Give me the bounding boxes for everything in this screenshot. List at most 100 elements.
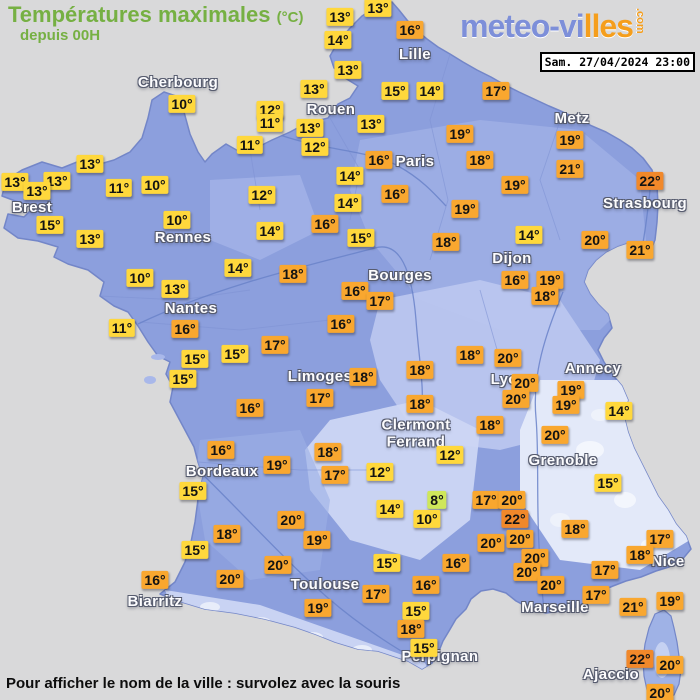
temp-badge[interactable]: 10° bbox=[126, 268, 154, 288]
temp-badge[interactable]: 20° bbox=[656, 655, 684, 675]
temp-badge[interactable]: 16° bbox=[396, 20, 424, 40]
temp-badge[interactable]: 19° bbox=[303, 530, 331, 550]
temp-badge[interactable]: 14° bbox=[324, 30, 352, 50]
temp-badge[interactable]: 22° bbox=[626, 649, 654, 669]
temp-badge[interactable]: 18° bbox=[561, 519, 589, 539]
temp-badge[interactable]: 20° bbox=[513, 562, 541, 582]
temp-badge[interactable]: 18° bbox=[432, 232, 460, 252]
temp-badge[interactable]: 12° bbox=[366, 462, 394, 482]
temp-badge[interactable]: 10° bbox=[413, 509, 441, 529]
temp-badge[interactable]: 15° bbox=[181, 540, 209, 560]
temp-badge[interactable]: 16° bbox=[171, 319, 199, 339]
temp-badge[interactable]: 17° bbox=[646, 529, 674, 549]
temp-badge[interactable]: 19° bbox=[263, 455, 291, 475]
temp-badge[interactable]: 14° bbox=[256, 221, 284, 241]
temp-badge[interactable]: 20° bbox=[494, 348, 522, 368]
temp-badge[interactable]: 15° bbox=[381, 81, 409, 101]
temp-badge[interactable]: 16° bbox=[381, 184, 409, 204]
temp-badge[interactable]: 17° bbox=[321, 465, 349, 485]
temp-badge[interactable]: 19° bbox=[446, 124, 474, 144]
temp-badge[interactable]: 20° bbox=[502, 389, 530, 409]
temp-badge[interactable]: 11° bbox=[105, 178, 133, 198]
temp-badge[interactable]: 16° bbox=[311, 214, 339, 234]
temp-badge[interactable]: 13° bbox=[76, 154, 104, 174]
temp-badge[interactable]: 19° bbox=[557, 380, 585, 400]
temp-badge[interactable]: 14° bbox=[416, 81, 444, 101]
temp-badge[interactable]: 15° bbox=[402, 601, 430, 621]
temp-badge[interactable]: 12° bbox=[301, 137, 329, 157]
temp-badge[interactable]: 14° bbox=[336, 166, 364, 186]
temp-badge[interactable]: 15° bbox=[221, 344, 249, 364]
temp-badge[interactable]: 22° bbox=[636, 171, 664, 191]
temp-badge[interactable]: 11° bbox=[236, 135, 264, 155]
temp-badge[interactable]: 15° bbox=[594, 473, 622, 493]
temp-badge[interactable]: 20° bbox=[541, 425, 569, 445]
temp-badge[interactable]: 17° bbox=[306, 388, 334, 408]
temp-badge[interactable]: 19° bbox=[501, 175, 529, 195]
temp-badge[interactable]: 16° bbox=[341, 281, 369, 301]
temp-badge[interactable]: 18° bbox=[626, 545, 654, 565]
temp-badge[interactable]: 19° bbox=[304, 598, 332, 618]
temp-badge[interactable]: 15° bbox=[36, 215, 64, 235]
temp-badge[interactable]: 21° bbox=[556, 159, 584, 179]
temp-badge[interactable]: 20° bbox=[264, 555, 292, 575]
temp-badge[interactable]: 12° bbox=[436, 445, 464, 465]
temp-badge[interactable]: 20° bbox=[506, 529, 534, 549]
temp-badge[interactable]: 19° bbox=[556, 130, 584, 150]
temp-badge[interactable]: 14° bbox=[376, 499, 404, 519]
temp-badge[interactable]: 14° bbox=[605, 401, 633, 421]
temp-badge[interactable]: 16° bbox=[207, 440, 235, 460]
temp-badge[interactable]: 18° bbox=[397, 619, 425, 639]
temp-badge[interactable]: 18° bbox=[213, 524, 241, 544]
temp-badge[interactable]: 20° bbox=[521, 548, 549, 568]
temp-badge[interactable]: 17° bbox=[362, 584, 390, 604]
temp-badge[interactable]: 20° bbox=[646, 683, 674, 700]
temp-badge[interactable]: 15° bbox=[181, 349, 209, 369]
temp-badge[interactable]: 22° bbox=[501, 509, 529, 529]
temp-badge[interactable]: 13° bbox=[334, 60, 362, 80]
temp-badge[interactable]: 13° bbox=[300, 79, 328, 99]
temp-badge[interactable]: 15° bbox=[410, 638, 438, 658]
temp-badge[interactable]: 13° bbox=[76, 229, 104, 249]
temp-badge[interactable]: 8° bbox=[427, 490, 447, 510]
temp-badge[interactable]: 15° bbox=[373, 553, 401, 573]
temp-badge[interactable]: 16° bbox=[236, 398, 264, 418]
temp-badge[interactable]: 16° bbox=[365, 150, 393, 170]
temp-badge[interactable]: 20° bbox=[216, 569, 244, 589]
temp-badge[interactable]: 17° bbox=[261, 335, 289, 355]
temp-badge[interactable]: 12° bbox=[248, 185, 276, 205]
temp-badge[interactable]: 18° bbox=[531, 286, 559, 306]
temp-badge[interactable]: 17° bbox=[472, 490, 500, 510]
temp-badge[interactable]: 18° bbox=[406, 394, 434, 414]
temp-badge[interactable]: 15° bbox=[169, 369, 197, 389]
temp-badge[interactable]: 16° bbox=[141, 570, 169, 590]
temp-badge[interactable]: 10° bbox=[163, 210, 191, 230]
temp-badge[interactable]: 14° bbox=[515, 225, 543, 245]
temp-badge[interactable]: 18° bbox=[456, 345, 484, 365]
temp-badge[interactable]: 17° bbox=[482, 81, 510, 101]
temp-badge[interactable]: 18° bbox=[279, 264, 307, 284]
temp-badge[interactable]: 20° bbox=[581, 230, 609, 250]
temp-badge[interactable]: 20° bbox=[498, 490, 526, 510]
temp-badge[interactable]: 14° bbox=[334, 193, 362, 213]
temp-badge[interactable]: 20° bbox=[277, 510, 305, 530]
temp-badge[interactable]: 21° bbox=[619, 597, 647, 617]
temp-badge[interactable]: 19° bbox=[536, 270, 564, 290]
temp-badge[interactable]: 15° bbox=[347, 228, 375, 248]
temp-badge[interactable]: 18° bbox=[349, 367, 377, 387]
temp-badge[interactable]: 18° bbox=[314, 442, 342, 462]
temp-badge[interactable]: 13° bbox=[296, 118, 324, 138]
temp-badge[interactable]: 14° bbox=[224, 258, 252, 278]
temp-badge[interactable]: 13° bbox=[357, 114, 385, 134]
temp-badge[interactable]: 13° bbox=[23, 181, 51, 201]
temp-badge[interactable]: 13° bbox=[364, 0, 392, 18]
meteo-villes-logo[interactable]: meteo-villes.com bbox=[460, 8, 646, 44]
temp-badge[interactable]: 13° bbox=[1, 172, 29, 192]
temp-badge[interactable]: 19° bbox=[656, 591, 684, 611]
temp-badge[interactable]: 16° bbox=[501, 270, 529, 290]
temp-badge[interactable]: 20° bbox=[477, 533, 505, 553]
temp-badge[interactable]: 15° bbox=[179, 481, 207, 501]
temp-badge[interactable]: 16° bbox=[327, 314, 355, 334]
temp-badge[interactable]: 20° bbox=[511, 373, 539, 393]
temp-badge[interactable]: 19° bbox=[552, 395, 580, 415]
